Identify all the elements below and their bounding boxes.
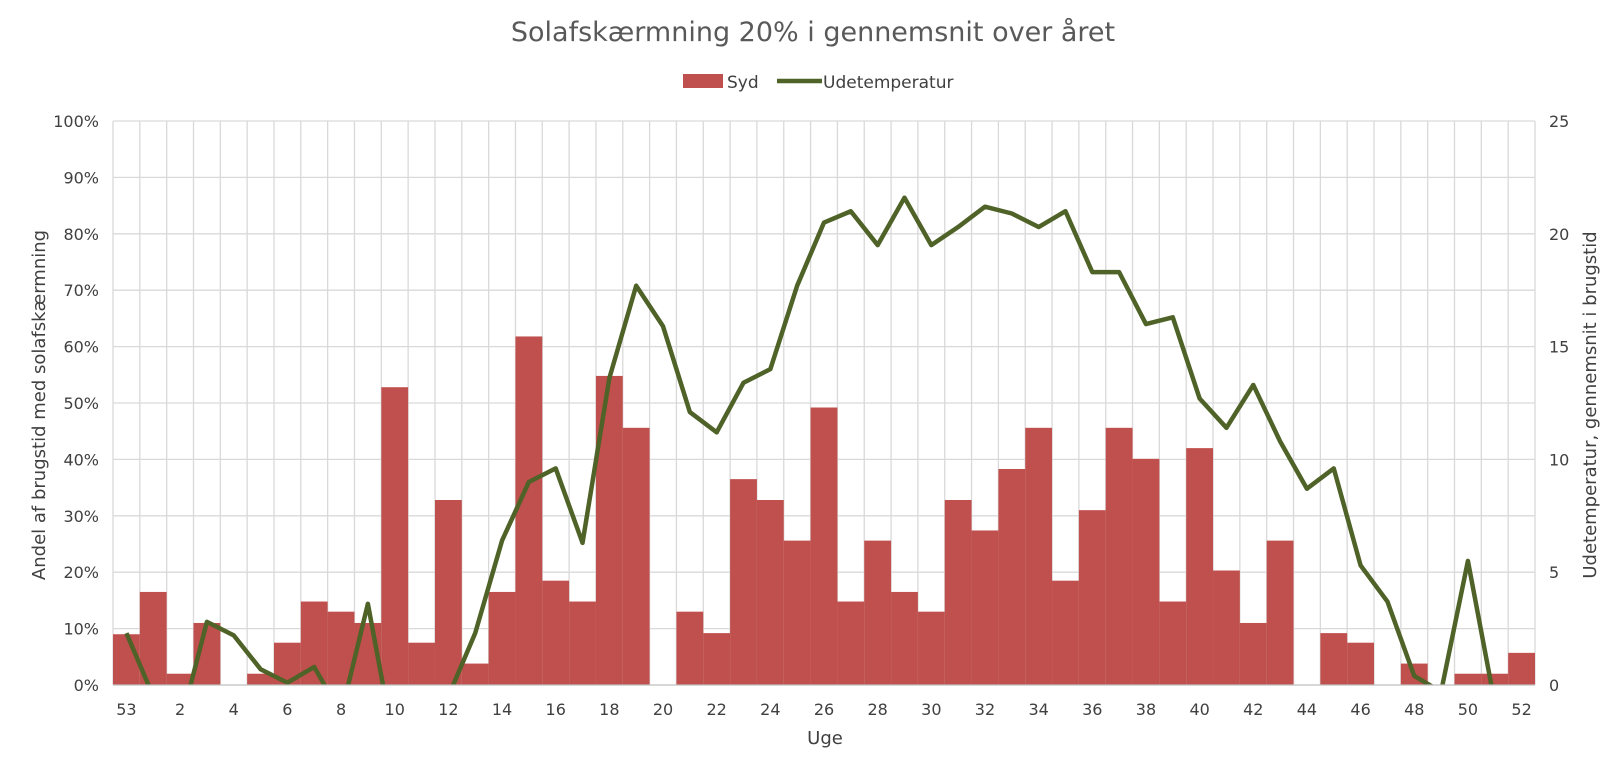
bar-week-31 bbox=[944, 500, 972, 685]
x-tick-label: 8 bbox=[336, 700, 346, 719]
bar-week-11 bbox=[408, 642, 435, 685]
bar-week-13 bbox=[461, 663, 489, 685]
x-tick-label: 44 bbox=[1297, 700, 1317, 719]
bar-week-19 bbox=[622, 427, 650, 685]
bar-week-26 bbox=[810, 407, 838, 685]
x-tick-label: 42 bbox=[1243, 700, 1263, 719]
bar-week-38 bbox=[1132, 458, 1160, 685]
x-tick-label: 4 bbox=[229, 700, 239, 719]
y-left-tick-label: 90% bbox=[63, 168, 99, 187]
bar-week-21 bbox=[676, 611, 704, 685]
bar-week-37 bbox=[1105, 427, 1133, 685]
x-axis-title: Uge bbox=[807, 728, 843, 749]
x-tick-label: 48 bbox=[1404, 700, 1424, 719]
bar-week-33 bbox=[998, 468, 1026, 685]
bar-week-40 bbox=[1186, 448, 1214, 685]
bar-week-36 bbox=[1078, 510, 1106, 685]
bar-week-52 bbox=[1508, 652, 1535, 685]
y-left-tick-label: 70% bbox=[63, 281, 99, 300]
bar-week-46 bbox=[1347, 642, 1375, 685]
x-tick-label: 16 bbox=[546, 700, 566, 719]
bar-week-45 bbox=[1320, 633, 1348, 685]
x-tick-label: 24 bbox=[760, 700, 780, 719]
bar-week-39 bbox=[1159, 601, 1187, 685]
x-tick-label: 10 bbox=[385, 700, 405, 719]
x-tick-label: 28 bbox=[867, 700, 887, 719]
legend: Syd Udetemperatur bbox=[683, 73, 953, 93]
bar-week-51 bbox=[1481, 673, 1509, 685]
bar-week-27 bbox=[837, 601, 865, 685]
bar-week-25 bbox=[783, 540, 811, 685]
x-tick-label: 30 bbox=[921, 700, 941, 719]
y-left-tick-label: 30% bbox=[63, 507, 99, 526]
x-tick-label: 32 bbox=[975, 700, 995, 719]
y-left-tick-label: 60% bbox=[63, 338, 99, 357]
bar-week-34 bbox=[1025, 427, 1053, 685]
y-right-tick-label: 10 bbox=[1549, 450, 1569, 469]
y-right-tick-label: 25 bbox=[1549, 112, 1569, 131]
x-tick-label: 22 bbox=[706, 700, 726, 719]
y-left-tick-label: 10% bbox=[63, 620, 99, 639]
y-left-tick-label: 80% bbox=[63, 225, 99, 244]
x-tick-label: 38 bbox=[1136, 700, 1156, 719]
x-tick-label: 2 bbox=[175, 700, 185, 719]
x-tick-label: 36 bbox=[1082, 700, 1102, 719]
bar-week-50 bbox=[1454, 673, 1482, 685]
x-tick-label: 14 bbox=[492, 700, 512, 719]
bar-week-12 bbox=[434, 500, 462, 685]
y-axis-right-title: Udetemperatur, gennemsnit i brugstid bbox=[1580, 231, 1601, 578]
x-tick-label: 20 bbox=[653, 700, 673, 719]
bar-week-15 bbox=[515, 336, 543, 685]
legend-label-udetemperatur: Udetemperatur bbox=[823, 73, 953, 93]
x-tick-label: 52 bbox=[1511, 700, 1531, 719]
y-right-tick-label: 15 bbox=[1549, 338, 1569, 357]
legend-label-syd: Syd bbox=[727, 73, 759, 93]
x-tick-label: 50 bbox=[1458, 700, 1478, 719]
x-tick-label: 12 bbox=[438, 700, 458, 719]
bar-week-42 bbox=[1239, 622, 1267, 685]
y-left-tick-label: 100% bbox=[53, 112, 99, 131]
x-tick-label: 34 bbox=[1028, 700, 1048, 719]
y-right-tick-label: 20 bbox=[1549, 225, 1569, 244]
bar-series-syd bbox=[113, 336, 1535, 685]
bar-week-14 bbox=[488, 591, 516, 685]
chart-title: Solafskærmning 20% i gennemsnit over åre… bbox=[511, 17, 1115, 48]
bar-week-22 bbox=[703, 633, 731, 685]
bar-week-35 bbox=[1052, 580, 1079, 685]
bar-week-23 bbox=[730, 479, 757, 685]
y-right-tick-label: 0 bbox=[1549, 676, 1559, 695]
y-left-tick-label: 20% bbox=[63, 563, 99, 582]
bar-week-10 bbox=[381, 387, 409, 685]
y-left-tick-label: 40% bbox=[63, 450, 99, 469]
temperature-line bbox=[124, 195, 1494, 685]
x-tick-label: 6 bbox=[282, 700, 292, 719]
bar-week-16 bbox=[542, 580, 570, 685]
x-axis-ticks: 53 2 4 6 8 10 12 14 16 18 20 22 24 26 28 30 32 34 36 38 40 42… bbox=[116, 700, 1532, 719]
bar-week-5 bbox=[247, 673, 274, 685]
x-tick-label: 46 bbox=[1350, 700, 1370, 719]
bar-week-24 bbox=[756, 500, 784, 685]
bar-week-2 bbox=[166, 673, 194, 685]
x-tick-label: 18 bbox=[599, 700, 619, 719]
legend-swatch-syd bbox=[683, 74, 723, 88]
bar-week-29 bbox=[891, 591, 918, 685]
bar-week-43 bbox=[1266, 540, 1294, 685]
y-axis-left-title: Andel af brugstid med solafskærmning bbox=[29, 230, 50, 580]
line-series-udetemperatur bbox=[124, 195, 1494, 685]
right-axis-ticks: 0 5 10 15 20 25 bbox=[1549, 112, 1569, 695]
x-tick-label: 40 bbox=[1189, 700, 1209, 719]
y-right-tick-label: 5 bbox=[1549, 563, 1559, 582]
y-left-tick-label: 0% bbox=[74, 676, 99, 695]
bar-week-17 bbox=[569, 601, 596, 685]
bar-week-28 bbox=[864, 540, 892, 685]
left-axis-ticks: 0% 10% 20% 30% 40% 50% 60% 70% 80% 90% 100% bbox=[53, 112, 99, 695]
x-tick-label: 53 bbox=[116, 700, 136, 719]
bar-week-30 bbox=[917, 611, 945, 685]
bar-week-32 bbox=[971, 530, 999, 685]
bar-week-41 bbox=[1213, 570, 1240, 685]
y-left-tick-label: 50% bbox=[63, 394, 99, 413]
x-tick-label: 26 bbox=[814, 700, 834, 719]
